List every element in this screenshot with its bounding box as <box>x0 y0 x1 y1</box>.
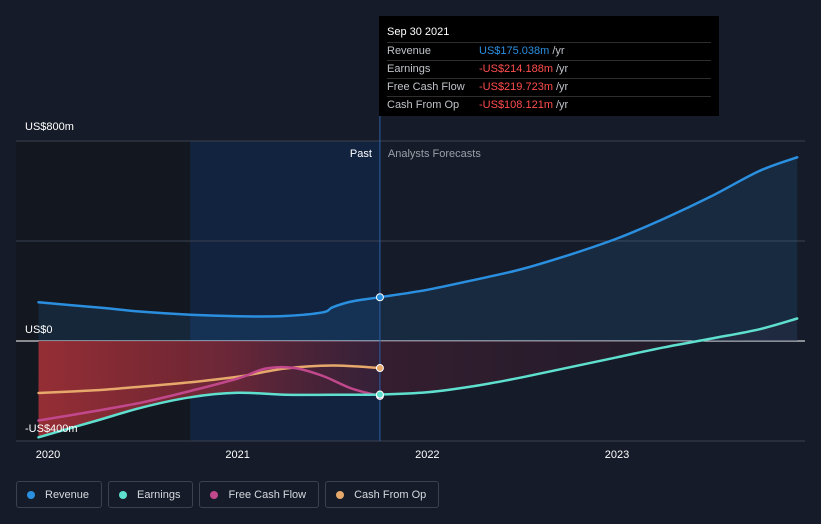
legend-item-revenue[interactable]: Revenue <box>16 481 103 508</box>
legend-item-earnings[interactable]: Earnings <box>108 481 194 508</box>
y-axis-label: US$0 <box>25 324 53 336</box>
forecast-label: Analysts Forecasts <box>388 148 481 160</box>
series-line-free-cash-flow <box>37 365 382 422</box>
legend-item-free-cash-flow[interactable]: Free Cash Flow <box>199 481 320 508</box>
x-axis-tick-label: 2020 <box>36 449 60 461</box>
tooltip-value: -US$214.188m <box>479 63 553 75</box>
tooltip-row-free-cash-flow: Free Cash Flow -US$219.723m /yr <box>387 78 711 96</box>
x-axis-tick-label: 2022 <box>415 449 439 461</box>
tooltip-unit: /yr <box>556 99 569 111</box>
tooltip-date: Sep 30 2021 <box>387 26 450 38</box>
tooltip-label: Cash From Op <box>387 99 460 111</box>
tooltip-value: US$175.038m <box>479 45 550 57</box>
past-label: Past <box>350 148 372 160</box>
tooltip-row-cash-from-op: Cash From Op -US$108.121m /yr <box>387 96 711 114</box>
earnings-dot-icon <box>119 490 128 499</box>
legend-item-cash-from-op[interactable]: Cash From Op <box>325 481 440 508</box>
x-axis-tick-label: 2023 <box>605 449 629 461</box>
x-axis-tick-label: 2021 <box>225 449 249 461</box>
series-line-earnings <box>37 317 799 439</box>
tooltip-label: Free Cash Flow <box>387 81 465 93</box>
negative-area <box>38 318 798 438</box>
tooltip-unit: /yr <box>552 45 565 57</box>
tooltip-value: -US$108.121m <box>479 99 553 111</box>
tooltip: Sep 30 2021 Revenue US$175.038m /yr Earn… <box>379 16 719 116</box>
tooltip-unit: /yr <box>556 81 569 93</box>
free-cash-flow-dot-icon <box>210 490 219 499</box>
revenue-dot-icon <box>27 490 35 499</box>
marker-earnings <box>375 390 384 399</box>
tooltip-value: -US$219.723m <box>479 81 553 93</box>
tooltip-row-earnings: Earnings -US$214.188m /yr <box>387 60 711 78</box>
tooltip-unit: /yr <box>556 63 569 75</box>
legend-label: Revenue <box>45 488 90 501</box>
legend: Revenue Earnings Free Cash Flow Cash Fro… <box>16 481 440 508</box>
tooltip-label: Earnings <box>387 63 431 75</box>
marker-cash-from-op <box>375 364 384 373</box>
series-line-cash-from-op <box>37 364 382 395</box>
y-axis-label: -US$400m <box>25 423 78 435</box>
legend-label: Free Cash Flow <box>228 488 307 501</box>
legend-label: Cash From Op <box>354 488 427 501</box>
legend-label: Earnings <box>137 488 181 501</box>
tooltip-label: Revenue <box>387 45 432 57</box>
y-axis-label: US$800m <box>25 121 74 133</box>
tooltip-row-revenue: Revenue US$175.038m /yr <box>387 42 711 60</box>
marker-revenue <box>375 293 384 302</box>
cash-from-op-dot-icon <box>336 490 345 499</box>
revenue-area <box>38 157 798 341</box>
